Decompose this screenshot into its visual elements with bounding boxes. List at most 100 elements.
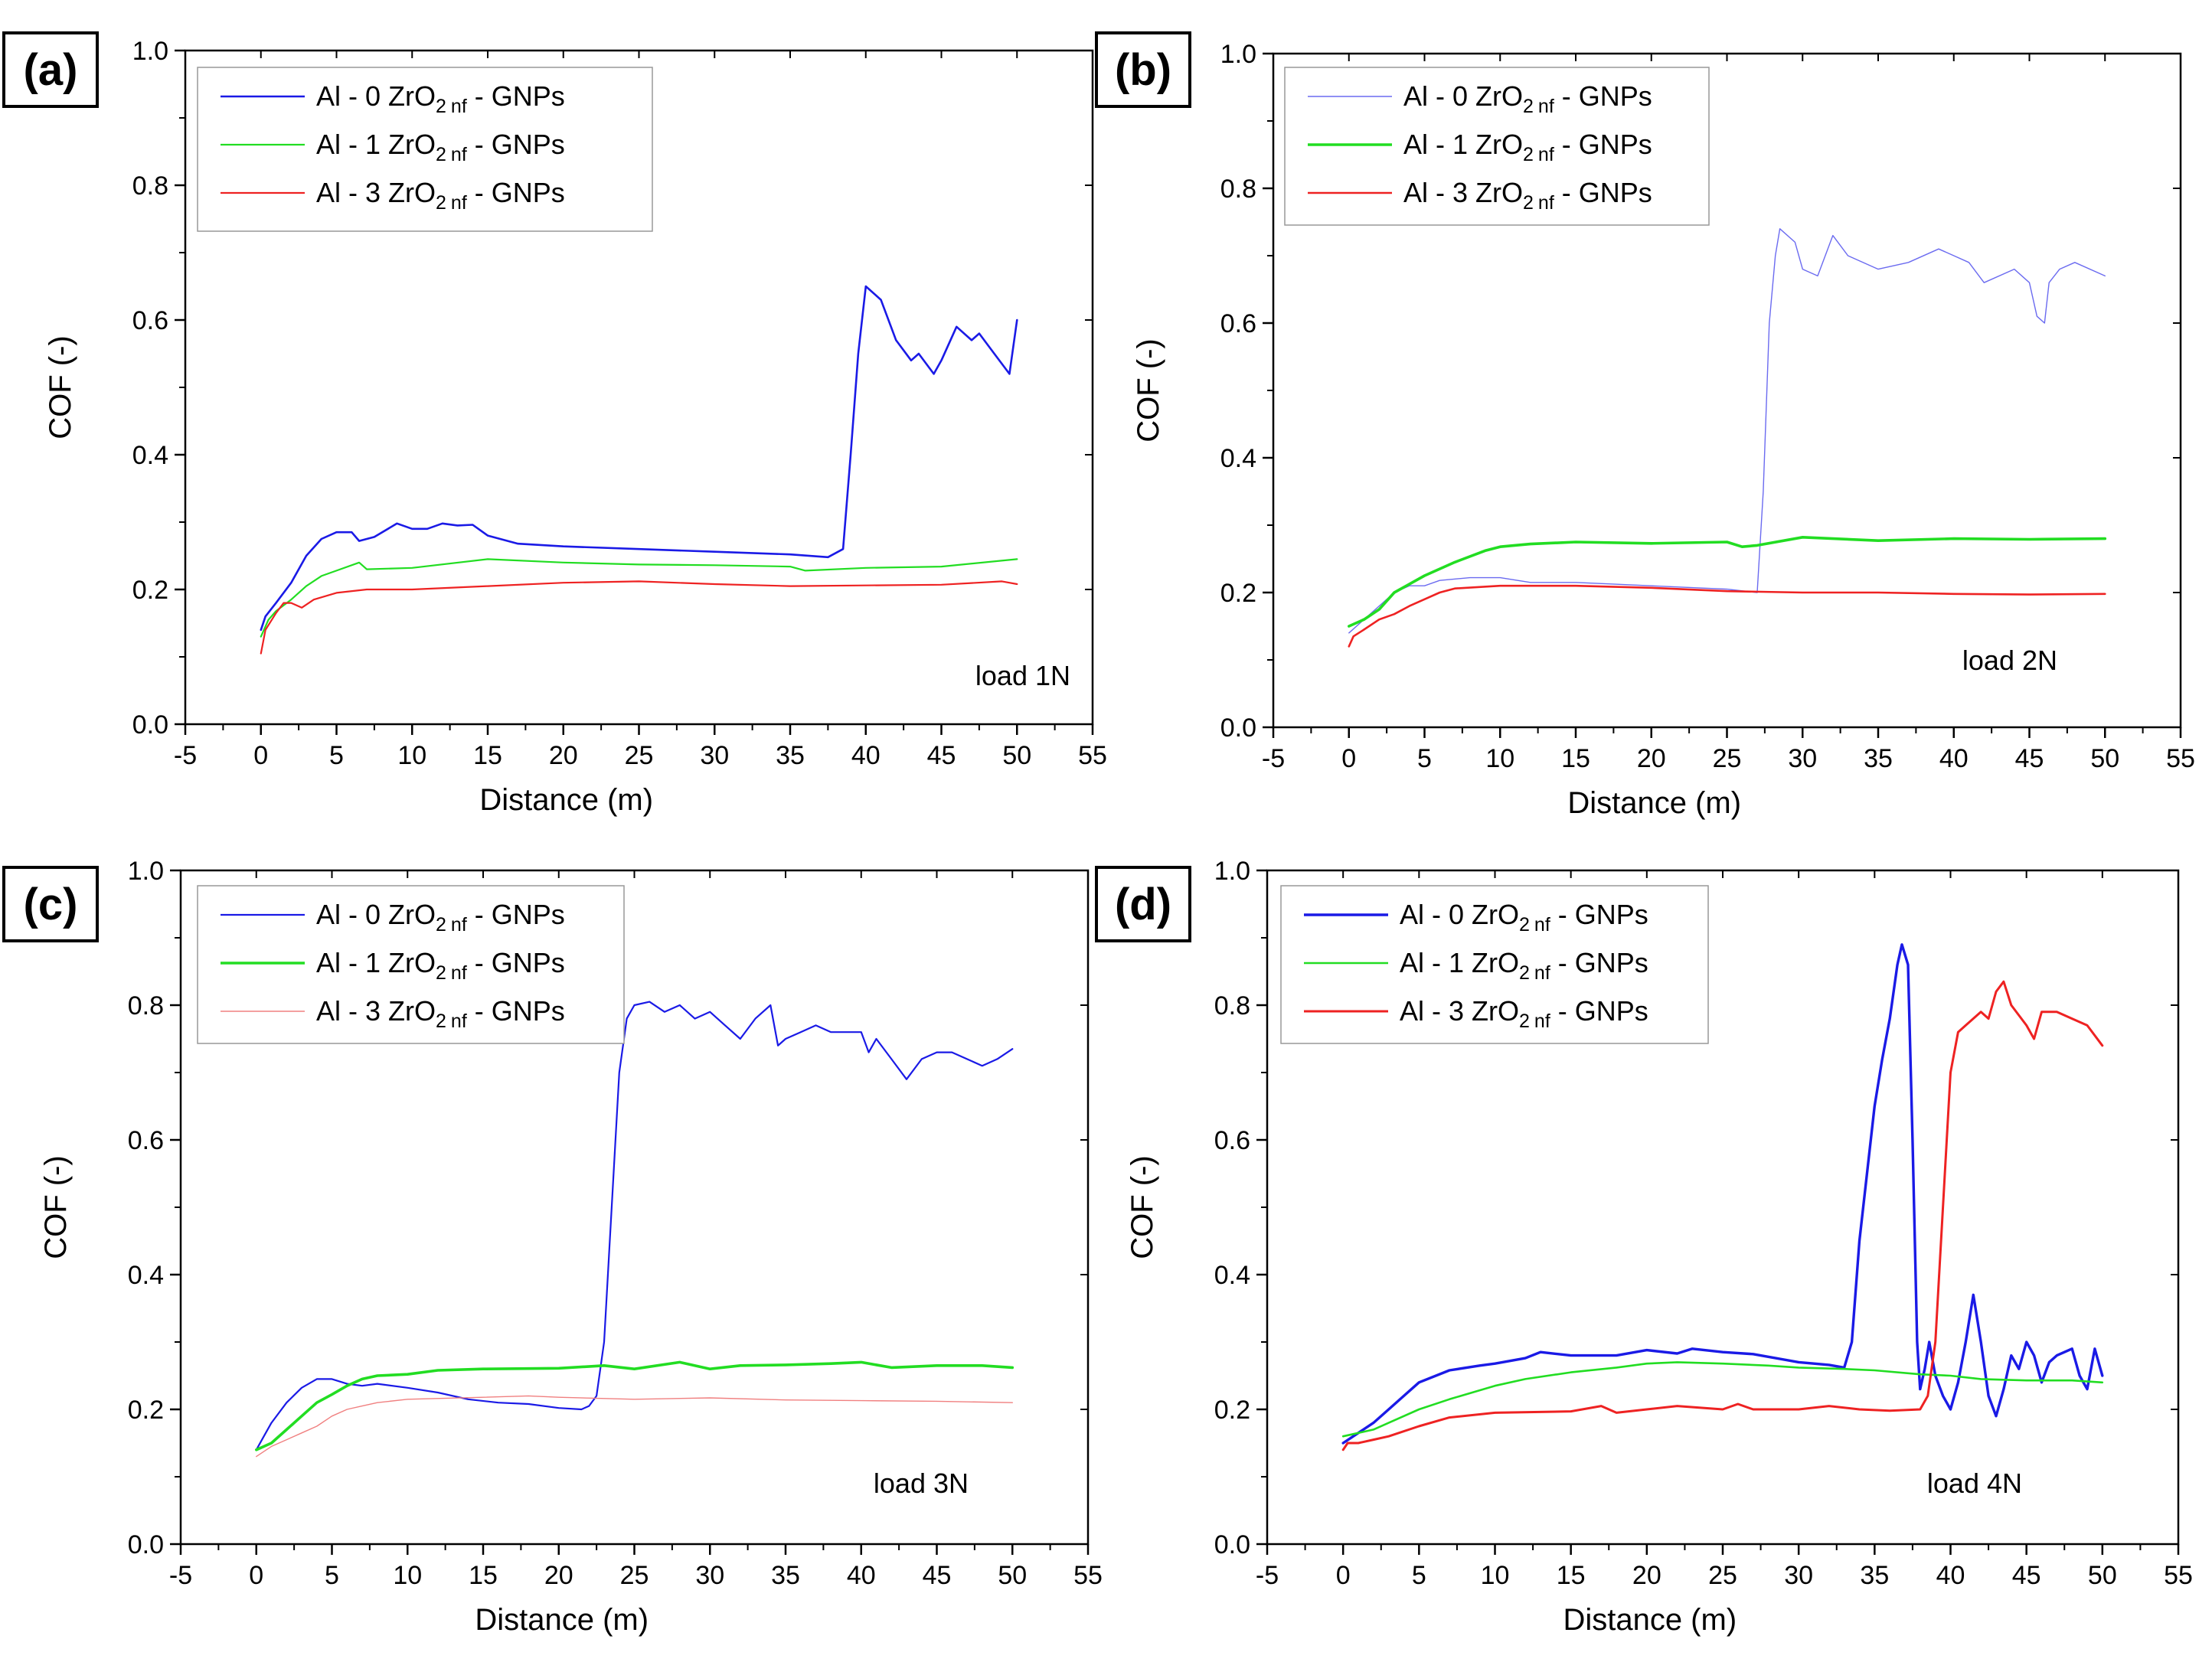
- load-annotation: load 4N: [1927, 1468, 2022, 1499]
- x-tick-label: 50: [2090, 744, 2119, 773]
- x-tick-label: 30: [1784, 1561, 1813, 1590]
- panel-label-box: [1095, 866, 1191, 942]
- legend-label: Al - 0 ZrO2 nf - GNPs: [316, 899, 565, 935]
- panel-label: (a): [24, 45, 78, 95]
- panel-label: (d): [1115, 880, 1171, 929]
- legend-label: Al - 0 ZrO2 nf - GNPs: [1403, 80, 1652, 117]
- y-axis-title: COF (-): [1132, 338, 1165, 442]
- panel-label-box: [1095, 31, 1191, 108]
- series-line-0: [1348, 228, 2106, 634]
- y-axis-title: COF (-): [39, 1155, 73, 1259]
- y-tick-label: 0.2: [1214, 1396, 1250, 1425]
- panel-label-box: [2, 31, 99, 108]
- x-tick-label: 20: [1637, 744, 1666, 773]
- load-annotation: load 3N: [874, 1468, 969, 1499]
- legend-box: [1284, 67, 1710, 226]
- y-axis-title: COF (-): [44, 335, 77, 439]
- x-tick-label: 10: [1485, 744, 1514, 773]
- x-tick-label: 15: [469, 1561, 498, 1590]
- x-tick-label: 10: [393, 1561, 422, 1590]
- x-tick-label: 25: [1708, 1561, 1737, 1590]
- y-tick-label: 0.4: [132, 441, 168, 470]
- x-tick-label: 40: [851, 741, 881, 770]
- panel-label-box: [2, 866, 99, 942]
- x-tick-label: 25: [620, 1561, 649, 1590]
- series-line-1: [260, 558, 1018, 638]
- panel-label: (c): [24, 880, 78, 929]
- x-axis-title: Distance (m): [1563, 1603, 1737, 1637]
- x-tick-label: 55: [1078, 741, 1107, 770]
- y-tick-label: 0.0: [1214, 1530, 1250, 1559]
- y-tick-label: 1.0: [1214, 857, 1250, 886]
- chart-panel-d: -5 0 5 10 15 20 25 30 35 40 45 50 55 0.0 0.2 0.4 0.6 0.8 1…: [1095, 857, 2193, 1637]
- x-tick-label: 20: [549, 741, 578, 770]
- x-tick-label: 40: [1936, 1561, 1965, 1590]
- x-tick-label: 20: [1632, 1561, 1661, 1590]
- x-tick-label: 55: [2164, 1561, 2193, 1590]
- x-tick-label: 35: [1860, 1561, 1889, 1590]
- legend-label: Al - 3 ZrO2 nf - GNPs: [316, 995, 565, 1032]
- y-tick-label: 1.0: [128, 857, 164, 886]
- x-tick-label: 15: [1557, 1561, 1586, 1590]
- x-tick-label: 35: [771, 1561, 800, 1590]
- y-tick-label: 0.8: [128, 991, 164, 1020]
- chart-panel-c: -5 0 5 10 15 20 25 30 35 40 45 50 55 0.0 0.2 0.4 0.6 0.8 1…: [2, 857, 1103, 1637]
- x-tick-label: -5: [1262, 744, 1285, 773]
- y-tick-label: 1.0: [1220, 40, 1256, 69]
- chart-panel-b: -5 0 5 10 15 20 25 30 35 40 45 50 55 0.0 0.2 0.4 0.6 0.8 1…: [1095, 31, 2195, 820]
- series-line-0: [1341, 943, 2104, 1445]
- y-tick-label: 0.6: [1220, 309, 1256, 338]
- y-tick-label: 0.6: [128, 1126, 164, 1155]
- x-tick-label: 0: [253, 741, 268, 770]
- legend-label: Al - 1 ZrO2 nf - GNPs: [316, 129, 565, 165]
- x-tick-label: 50: [998, 1561, 1027, 1590]
- legend-label: Al - 1 ZrO2 nf - GNPs: [1403, 129, 1652, 165]
- panel-label: (b): [1115, 45, 1171, 95]
- x-tick-label: 5: [1417, 744, 1432, 773]
- series-line-1: [1348, 536, 2107, 628]
- y-tick-label: 0.8: [1220, 175, 1256, 204]
- x-tick-label: 25: [1713, 744, 1742, 773]
- x-tick-label: 45: [2015, 744, 2044, 773]
- legend-box: [197, 885, 625, 1044]
- y-tick-label: 0.2: [128, 1396, 164, 1425]
- y-tick-label: 0.8: [132, 171, 168, 201]
- x-tick-label: 45: [923, 1561, 952, 1590]
- series-line-2: [1348, 584, 2106, 648]
- x-tick-label: 10: [1481, 1561, 1510, 1590]
- y-tick-label: 0.8: [1214, 991, 1250, 1020]
- series-line-0: [260, 285, 1018, 632]
- x-tick-label: 55: [1073, 1561, 1103, 1590]
- series-line-1: [1341, 1361, 2104, 1438]
- x-tick-label: 40: [847, 1561, 876, 1590]
- x-tick-label: 5: [325, 1561, 339, 1590]
- x-tick-label: -5: [1256, 1561, 1279, 1590]
- legend-label: Al - 3 ZrO2 nf - GNPs: [1403, 177, 1652, 214]
- y-axis-title: COF (-): [1126, 1155, 1159, 1259]
- x-tick-label: 45: [2012, 1561, 2041, 1590]
- legend-label: Al - 1 ZrO2 nf - GNPs: [316, 947, 565, 984]
- x-tick-label: 5: [1412, 1561, 1426, 1590]
- y-tick-label: 0.2: [132, 576, 168, 605]
- load-annotation: load 1N: [975, 660, 1070, 691]
- x-tick-label: 30: [1788, 744, 1817, 773]
- load-annotation: load 2N: [1962, 645, 2057, 676]
- legend-label: Al - 0 ZrO2 nf - GNPs: [316, 80, 565, 117]
- x-axis-title: Distance (m): [479, 783, 653, 817]
- x-tick-label: 0: [249, 1561, 263, 1590]
- x-tick-label: 25: [625, 741, 654, 770]
- series-line-0: [255, 1001, 1014, 1451]
- y-tick-label: 0.4: [128, 1261, 164, 1290]
- x-tick-label: 50: [2088, 1561, 2117, 1590]
- x-tick-label: 35: [1864, 744, 1893, 773]
- y-tick-label: 0.0: [1220, 713, 1256, 743]
- legend-label: Al - 3 ZrO2 nf - GNPs: [316, 177, 565, 214]
- x-tick-label: 20: [544, 1561, 573, 1590]
- x-tick-label: 15: [473, 741, 502, 770]
- x-axis-title: Distance (m): [475, 1603, 649, 1637]
- x-tick-label: 0: [1341, 744, 1356, 773]
- legend-box: [197, 67, 653, 232]
- legend-box: [1280, 885, 1709, 1044]
- x-tick-label: 50: [1002, 741, 1031, 770]
